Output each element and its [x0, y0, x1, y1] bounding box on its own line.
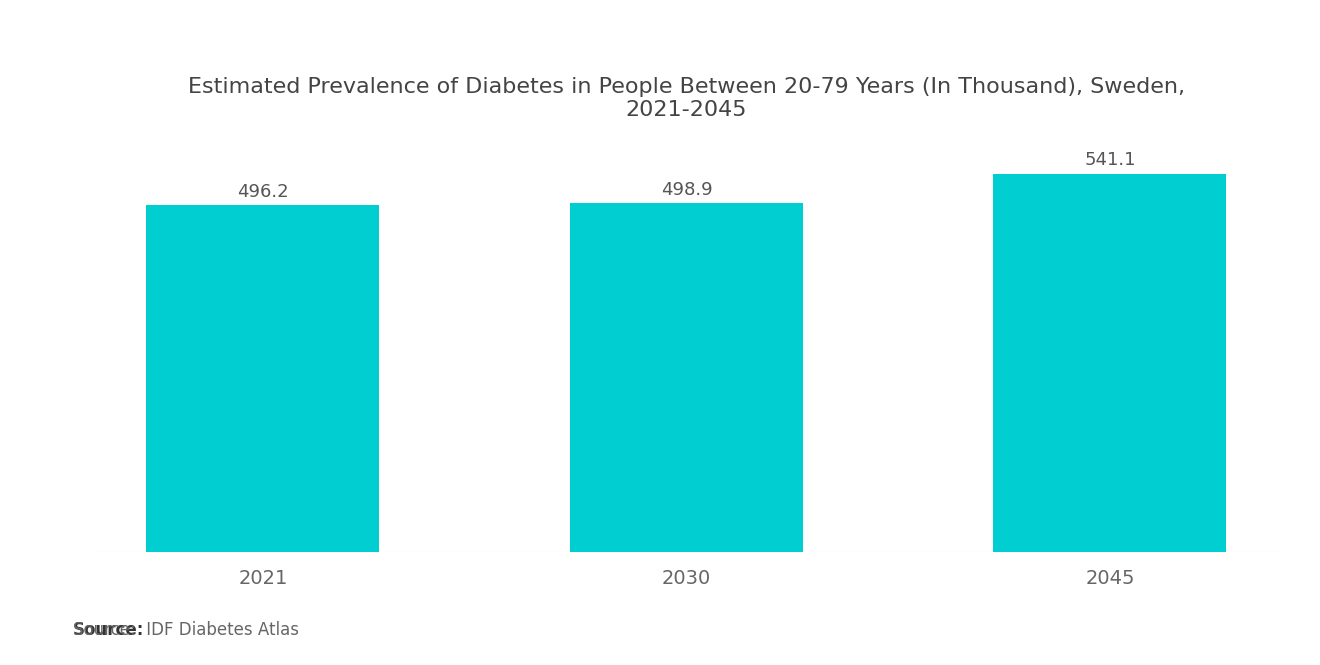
Bar: [994, 174, 1226, 552]
Text: 496.2: 496.2: [238, 183, 289, 201]
Bar: [147, 205, 379, 552]
Text: 498.9: 498.9: [660, 181, 713, 199]
Text: 541.1: 541.1: [1084, 152, 1135, 170]
Title: Estimated Prevalence of Diabetes in People Between 20-79 Years (In Thousand), Sw: Estimated Prevalence of Diabetes in Peop…: [187, 76, 1185, 120]
Bar: [570, 203, 803, 552]
Text: Source:  IDF Diabetes Atlas: Source: IDF Diabetes Atlas: [73, 621, 298, 639]
Text: Source:: Source:: [73, 621, 144, 639]
